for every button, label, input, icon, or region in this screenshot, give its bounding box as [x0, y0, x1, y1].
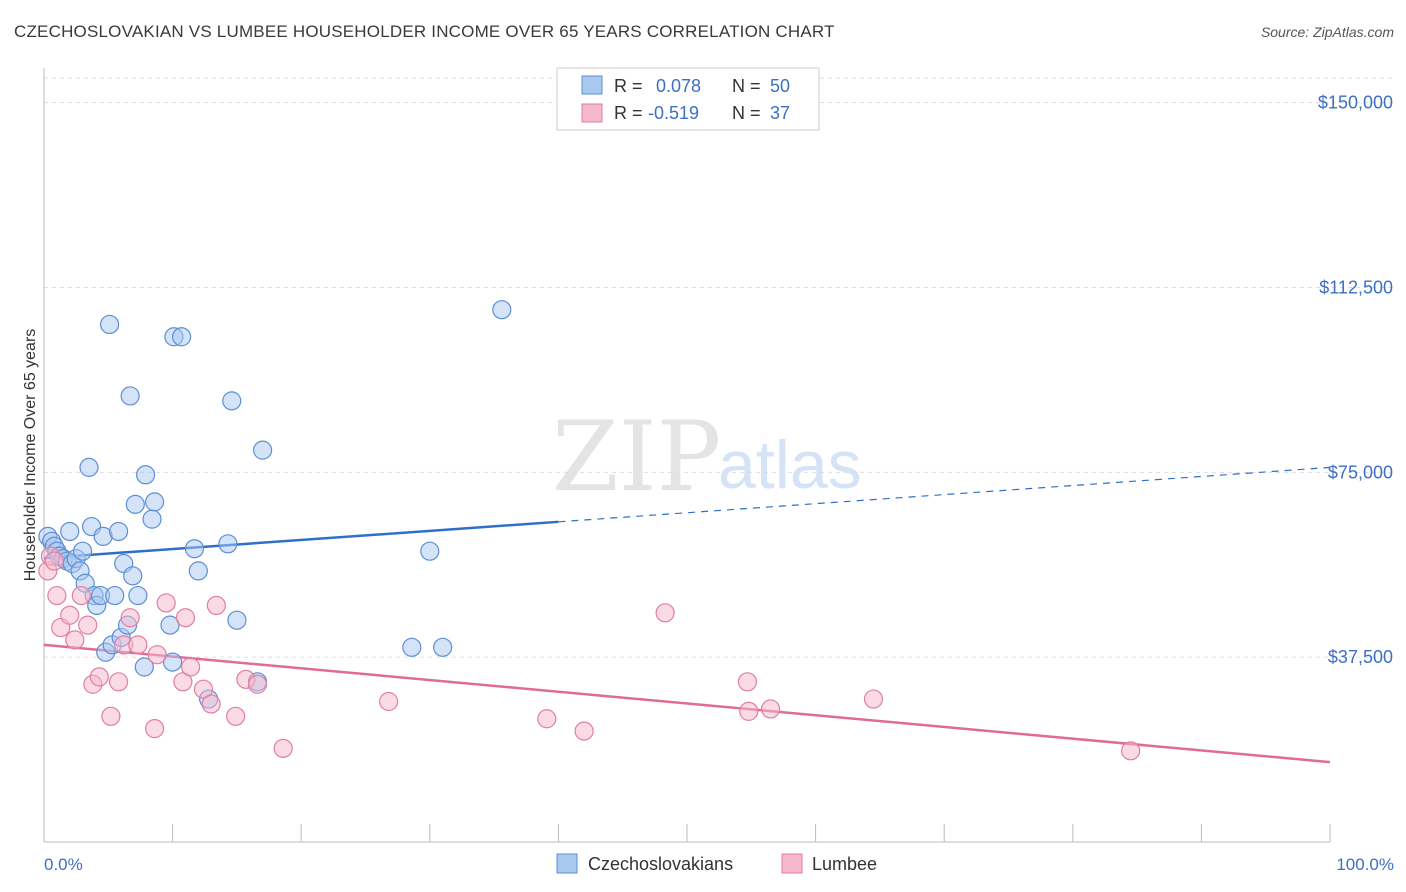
lumbee-point: [537, 709, 557, 729]
series-legend-label-lumbee: Lumbee: [812, 854, 877, 874]
x-tick-label-min: 0.0%: [44, 855, 83, 874]
lumbee-point: [737, 672, 758, 692]
y-tick-label: $75,000: [1328, 462, 1393, 482]
czechoslovakians-point: [135, 465, 156, 485]
czechoslovakians-point: [123, 566, 143, 586]
lumbee-point: [863, 689, 884, 709]
lumbee-point: [273, 738, 293, 758]
lumbee-point: [156, 593, 176, 613]
lumbee-point: [193, 679, 214, 699]
lumbee-point: [206, 595, 226, 616]
y-tick-labels: $37,500 $75,000 $112,500 $150,000: [1318, 93, 1393, 668]
legend-n-label-pink: N =: [732, 103, 761, 123]
czechoslovakians-point: [222, 391, 242, 411]
watermark-atlas: atlas: [718, 427, 862, 503]
czechoslovakians-point: [433, 637, 453, 657]
czechoslovakians-point: [172, 327, 192, 347]
czechoslovakians-point: [142, 509, 162, 529]
czechoslovakians-point: [120, 386, 140, 406]
chart-title: CZECHOSLOVAKIAN VS LUMBEE HOUSEHOLDER IN…: [14, 22, 835, 41]
lumbee-point: [181, 657, 201, 677]
lumbee-point: [379, 691, 399, 712]
czechoslovakians-point: [72, 541, 93, 561]
correlation-legend: R = 0.078 N = 50 R = -0.519 N = 37: [556, 67, 820, 131]
legend-r-label-pink: R =: [614, 103, 643, 123]
czechoslovakians-point: [227, 610, 247, 630]
czechoslovakians-point: [184, 539, 205, 559]
lumbee-point: [101, 706, 121, 726]
czechoslovakians-points: [38, 300, 512, 709]
lumbee-point: [655, 603, 675, 623]
czechoslovakians-point: [160, 615, 180, 635]
czechoslovakians-point: [163, 652, 183, 672]
lumbee-point: [128, 635, 148, 655]
czechoslovakians-point: [218, 534, 238, 554]
lumbee-point: [120, 608, 140, 628]
czechoslovakians-point: [188, 561, 208, 581]
legend-r-label-blue: R =: [614, 76, 643, 96]
lumbee-point: [226, 706, 246, 726]
lumbee-point: [201, 694, 221, 714]
trend-lines: [43, 466, 1331, 764]
czechoslovakians-point: [492, 300, 512, 320]
czechoslovakians-point: [420, 541, 440, 561]
legend-swatch-pink: [581, 103, 603, 123]
lumbee-point: [78, 615, 98, 635]
legend-n-value-pink: 37: [770, 103, 790, 123]
source-label: Source: ZipAtlas.com: [1260, 24, 1394, 40]
series-legend: Czechoslovakians Lumbee: [556, 853, 877, 874]
lumbee-point: [108, 672, 129, 692]
czechoslovakians-point: [60, 521, 80, 542]
y-tick-label: $37,500: [1328, 647, 1393, 667]
trend-line-lumbee: [43, 643, 1331, 764]
czechoslovakians-point: [253, 440, 273, 460]
czechoslovakians-point: [144, 492, 165, 512]
czechoslovakians-point: [134, 657, 154, 677]
watermark-zip: ZIP: [552, 401, 721, 513]
czechoslovakians-point: [128, 585, 148, 606]
watermark: ZIP atlas: [552, 401, 862, 513]
lumbee-point: [89, 667, 109, 687]
legend-n-value-blue: 50: [770, 76, 790, 96]
czechoslovakians-point: [99, 314, 120, 335]
x-tick-label-max: 100.0%: [1336, 855, 1394, 874]
lumbee-point: [144, 719, 165, 739]
gridlines: [44, 77, 1394, 658]
y-axis-label: Householder Income Over 65 years: [22, 329, 39, 582]
series-legend-swatch-pink: [781, 853, 803, 874]
y-tick-label: $150,000: [1318, 93, 1393, 113]
lumbee-point: [247, 674, 268, 694]
legend-n-label-blue: N =: [732, 76, 761, 96]
legend-r-value-pink: -0.519: [648, 103, 699, 123]
lumbee-point: [175, 608, 196, 628]
lumbee-points: [38, 546, 1141, 761]
lumbee-point: [47, 585, 67, 606]
czechoslovakians-point: [108, 521, 129, 542]
lumbee-point: [739, 701, 759, 721]
series-legend-swatch-blue: [556, 853, 578, 874]
axes: [43, 68, 1331, 843]
lumbee-point: [173, 672, 193, 692]
lumbee-point: [65, 630, 85, 650]
czechoslovakians-point: [402, 637, 422, 657]
lumbee-point: [44, 551, 64, 571]
trend-line-czechoslovakians: [43, 520, 559, 560]
lumbee-point: [574, 721, 594, 741]
lumbee-point: [71, 585, 91, 606]
czechoslovakians-point: [105, 585, 125, 606]
legend-swatch-blue: [581, 75, 603, 95]
lumbee-point: [760, 699, 781, 719]
lumbee-point: [1121, 741, 1141, 761]
y-tick-label: $112,500: [1319, 277, 1393, 297]
series-legend-label-czechoslovakians: Czechoslovakians: [588, 854, 733, 874]
lumbee-point: [60, 605, 80, 625]
lumbee-point: [147, 645, 167, 665]
czechoslovakians-point: [125, 494, 145, 514]
czechoslovakians-point: [79, 457, 99, 477]
legend-r-value-blue: 0.078: [656, 76, 701, 96]
